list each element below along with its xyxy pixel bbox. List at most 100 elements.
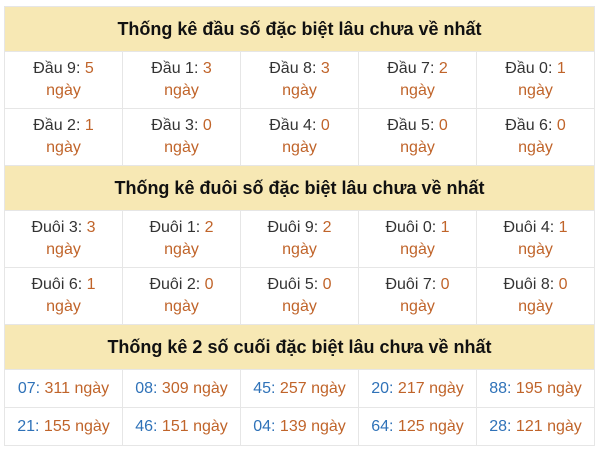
number-label: 45	[253, 379, 272, 397]
stat-value: 0	[204, 276, 214, 293]
stat-value: 311 ngày	[44, 379, 110, 397]
stat-unit: ngày	[400, 298, 435, 315]
stat-label: Đuôi 7:	[385, 276, 441, 293]
stat-value: 125 ngày	[397, 417, 464, 435]
stat-label: Đầu 7:	[387, 60, 439, 77]
stat-value: 257 ngày	[279, 379, 346, 397]
stat-value: 0	[202, 117, 212, 134]
stat-unit: ngày	[46, 82, 81, 99]
number-label: 08	[135, 379, 154, 397]
stat-unit: ngày	[46, 241, 81, 258]
number-label: 07	[17, 379, 36, 397]
stat-label: Đuôi 6:	[31, 276, 87, 293]
stat-cell: Đầu 6: 0 ngày	[476, 108, 595, 166]
stat-label: Đuôi 0:	[385, 219, 441, 236]
stat-value: 1	[86, 276, 96, 293]
stat-value: 2	[204, 219, 214, 236]
stat-cell: Đuôi 8: 0 ngày	[476, 267, 595, 325]
number-label: 20	[371, 379, 390, 397]
stats-table: Thống kê đầu số đặc biệt lâu chưa về nhấ…	[4, 6, 595, 446]
stat-unit: ngày	[282, 298, 317, 315]
stat-unit: ngày	[164, 241, 199, 258]
stat-cell: Đầu 3: 0 ngày	[122, 108, 241, 166]
stat-unit: ngày	[518, 139, 553, 156]
stat-value: 3	[86, 219, 96, 236]
stat-label: Đầu 4:	[269, 117, 321, 134]
stat-value: 0	[322, 276, 332, 293]
number-label: 04	[253, 417, 272, 435]
stat-unit: ngày	[46, 139, 81, 156]
stat-cell: 28: 121 ngày	[476, 407, 595, 446]
stat-label: Đuôi 5:	[267, 276, 323, 293]
stat-unit: ngày	[518, 298, 553, 315]
stat-value: 121 ngày	[515, 417, 582, 435]
stats-container: Thống kê đầu số đặc biệt lâu chưa về nhấ…	[4, 6, 595, 446]
stat-cell: 88: 195 ngày	[476, 369, 595, 408]
stat-value: 139 ngày	[279, 417, 346, 435]
stat-value: 1	[440, 219, 450, 236]
stat-unit: ngày	[164, 298, 199, 315]
table-row: Đuôi 6: 1 ngày Đuôi 2: 0 ngày Đuôi 5: 0 ngày Đ…	[4, 267, 595, 325]
table-row: Đầu 2: 1 ngày Đầu 3: 0 ngày Đầu 4: 0 ngày Đầu …	[4, 108, 595, 166]
stat-cell: Đầu 7: 2 ngày	[358, 51, 477, 109]
stat-value: 0	[556, 117, 566, 134]
number-label: 46	[135, 417, 154, 435]
stat-label: Đuôi 2:	[149, 276, 205, 293]
stat-cell: 64: 125 ngày	[358, 407, 477, 446]
stat-cell: Đầu 9: 5 ngày	[4, 51, 123, 109]
stat-value: 195 ngày	[515, 379, 582, 397]
stat-label: Đuôi 1:	[149, 219, 205, 236]
stat-cell: 07: 311 ngày	[4, 369, 123, 408]
stat-unit: ngày	[282, 82, 317, 99]
stat-value: 5	[84, 60, 94, 77]
stat-value: 1	[84, 117, 94, 134]
stat-cell: 08: 309 ngày	[122, 369, 241, 408]
stat-label: Đuôi 9:	[267, 219, 323, 236]
stat-cell: Đuôi 4: 1 ngày	[476, 210, 595, 268]
stat-value: 0	[558, 276, 568, 293]
table-row: 21: 155 ngày 46: 151 ngày 04: 139 ngày 64: …	[4, 407, 595, 446]
stat-unit: ngày	[400, 82, 435, 99]
stat-label: Đầu 6:	[505, 117, 557, 134]
table-row: Đầu 9: 5 ngày Đầu 1: 3 ngày Đầu 8: 3 ngày Đầu …	[4, 51, 595, 109]
stat-value: 151 ngày	[161, 417, 228, 435]
stat-value: 0	[320, 117, 330, 134]
number-label: 88	[489, 379, 508, 397]
stat-cell: Đầu 2: 1 ngày	[4, 108, 123, 166]
stat-value: 217 ngày	[397, 379, 464, 397]
stat-value: 309 ngày	[161, 379, 228, 397]
stat-value: 2	[322, 219, 332, 236]
stat-unit: ngày	[282, 241, 317, 258]
stat-cell: Đuôi 7: 0 ngày	[358, 267, 477, 325]
stat-label: Đầu 9:	[33, 60, 85, 77]
stat-cell: Đầu 5: 0 ngày	[358, 108, 477, 166]
section-title: Thống kê đuôi số đặc biệt lâu chưa về nh…	[4, 165, 595, 211]
section-title: Thống kê đầu số đặc biệt lâu chưa về nhấ…	[4, 6, 595, 52]
stat-label: Đầu 3:	[151, 117, 203, 134]
stat-cell: Đầu 0: 1 ngày	[476, 51, 595, 109]
stat-label: Đuôi 4:	[503, 219, 559, 236]
stat-cell: Đuôi 0: 1 ngày	[358, 210, 477, 268]
stat-value: 0	[440, 276, 450, 293]
stat-label: Đầu 5:	[387, 117, 439, 134]
stat-label: Đuôi 3:	[31, 219, 87, 236]
stat-label: Đầu 0:	[505, 60, 557, 77]
stat-value: 3	[320, 60, 330, 77]
stat-value: 155 ngày	[43, 417, 110, 435]
number-label: 64	[371, 417, 390, 435]
stat-label: Đầu 2:	[33, 117, 85, 134]
stat-cell: Đầu 8: 3 ngày	[240, 51, 359, 109]
section-title: Thống kê 2 số cuối đặc biệt lâu chưa về …	[4, 324, 595, 370]
stat-value: 1	[558, 219, 568, 236]
stat-cell: Đuôi 9: 2 ngày	[240, 210, 359, 268]
stat-unit: ngày	[400, 139, 435, 156]
stat-value: 0	[438, 117, 448, 134]
stat-cell: 45: 257 ngày	[240, 369, 359, 408]
stat-cell: 21: 155 ngày	[4, 407, 123, 446]
stat-cell: 46: 151 ngày	[122, 407, 241, 446]
stat-unit: ngày	[518, 241, 553, 258]
stat-value: 3	[202, 60, 212, 77]
stat-value: 2	[438, 60, 448, 77]
stat-cell: Đuôi 6: 1 ngày	[4, 267, 123, 325]
stat-unit: ngày	[164, 139, 199, 156]
